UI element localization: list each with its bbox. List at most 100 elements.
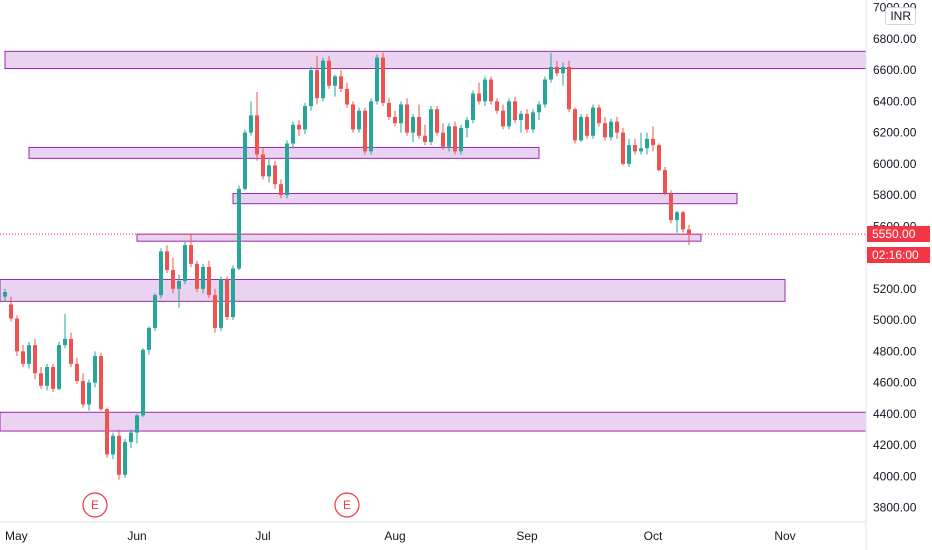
candle [561, 62, 565, 86]
time-axis[interactable]: May Jun Jul Aug Sep Oct Nov [5, 529, 796, 543]
candle-body [423, 135, 427, 142]
zone-4[interactable] [0, 278, 786, 302]
x-tick-label: Sep [516, 529, 538, 543]
candle [249, 101, 253, 136]
currency-badge[interactable]: INR [885, 7, 916, 25]
zone-0[interactable] [4, 50, 867, 70]
candle-body [27, 345, 31, 364]
candle [165, 245, 169, 274]
candle-body [165, 251, 169, 271]
y-tick-label: 4000.00 [873, 469, 917, 483]
y-tick-label: 6200.00 [873, 126, 917, 140]
candle [99, 352, 103, 411]
candle-body [675, 212, 679, 221]
candle [501, 104, 505, 130]
candle-body [9, 304, 13, 319]
y-tick-label: 5000.00 [873, 313, 917, 327]
candle-body [555, 66, 559, 74]
candle [183, 241, 187, 285]
candle-body [603, 123, 607, 138]
candle-body [141, 349, 145, 416]
candle-body [501, 110, 505, 127]
candle [597, 104, 601, 127]
candle-body [525, 113, 529, 130]
candle [213, 288, 217, 333]
candle-body [411, 116, 415, 133]
candle-body [333, 76, 337, 86]
candle-body [15, 318, 19, 352]
candle [129, 429, 133, 449]
earnings-marker[interactable]: E [334, 492, 360, 518]
candle-body [189, 245, 193, 264]
candle [627, 138, 631, 167]
candle [681, 210, 685, 233]
candle-body [417, 116, 421, 136]
candle [105, 407, 109, 458]
candle-body [441, 132, 445, 147]
candle-body [393, 116, 397, 124]
bar-countdown-tag: 02:16:00 [867, 247, 930, 263]
candle-body [465, 120, 469, 128]
candle [267, 157, 271, 183]
candle-body [303, 106, 307, 130]
zone-5[interactable] [0, 411, 867, 432]
candle-body [273, 165, 277, 185]
candle-body [549, 66, 553, 80]
candle-body [327, 60, 331, 86]
candle [219, 276, 223, 332]
candle-body [171, 270, 175, 289]
candle [225, 276, 229, 321]
candle [153, 293, 157, 332]
candle [537, 101, 541, 121]
candle-body [345, 88, 349, 105]
candle-body [621, 132, 625, 164]
candle [645, 132, 649, 155]
candle [63, 313, 67, 349]
candle-body [123, 441, 127, 475]
candle [141, 348, 145, 417]
candle-body [57, 345, 61, 389]
candle [519, 110, 523, 133]
candle-body [387, 102, 391, 117]
x-tick-label: Aug [384, 529, 405, 543]
candle-body [159, 251, 163, 296]
earnings-label: E [343, 498, 351, 512]
candle-body [93, 356, 97, 383]
candle [159, 248, 163, 299]
candle-body [681, 212, 685, 230]
candle [309, 66, 313, 111]
zone-3[interactable] [136, 233, 702, 242]
candle-body [513, 101, 517, 121]
candle [297, 120, 301, 136]
candle [507, 98, 511, 130]
candle [363, 107, 367, 155]
candle-body [405, 104, 409, 133]
candle-body [267, 165, 271, 177]
candle [57, 341, 61, 391]
candle-body [87, 382, 91, 405]
candle-body [75, 363, 79, 382]
candle-body [519, 113, 523, 121]
candle-body [147, 327, 151, 350]
candle [657, 143, 661, 172]
candle [351, 101, 355, 133]
candle [585, 113, 589, 139]
candle-body [279, 184, 283, 196]
zone-2[interactable] [232, 193, 738, 205]
candle [429, 106, 433, 146]
candle-body [543, 79, 547, 105]
candle [39, 366, 43, 389]
candle-body [105, 409, 109, 455]
candle [621, 127, 625, 166]
candle-body [339, 76, 343, 89]
candle [243, 129, 247, 191]
earnings-marker[interactable]: E [82, 492, 108, 518]
candle [591, 104, 595, 139]
candle [381, 52, 385, 107]
candle-body [33, 345, 37, 374]
candle [525, 109, 529, 133]
zone-1[interactable] [28, 146, 540, 159]
candle-body [531, 112, 535, 130]
candle [603, 116, 607, 141]
